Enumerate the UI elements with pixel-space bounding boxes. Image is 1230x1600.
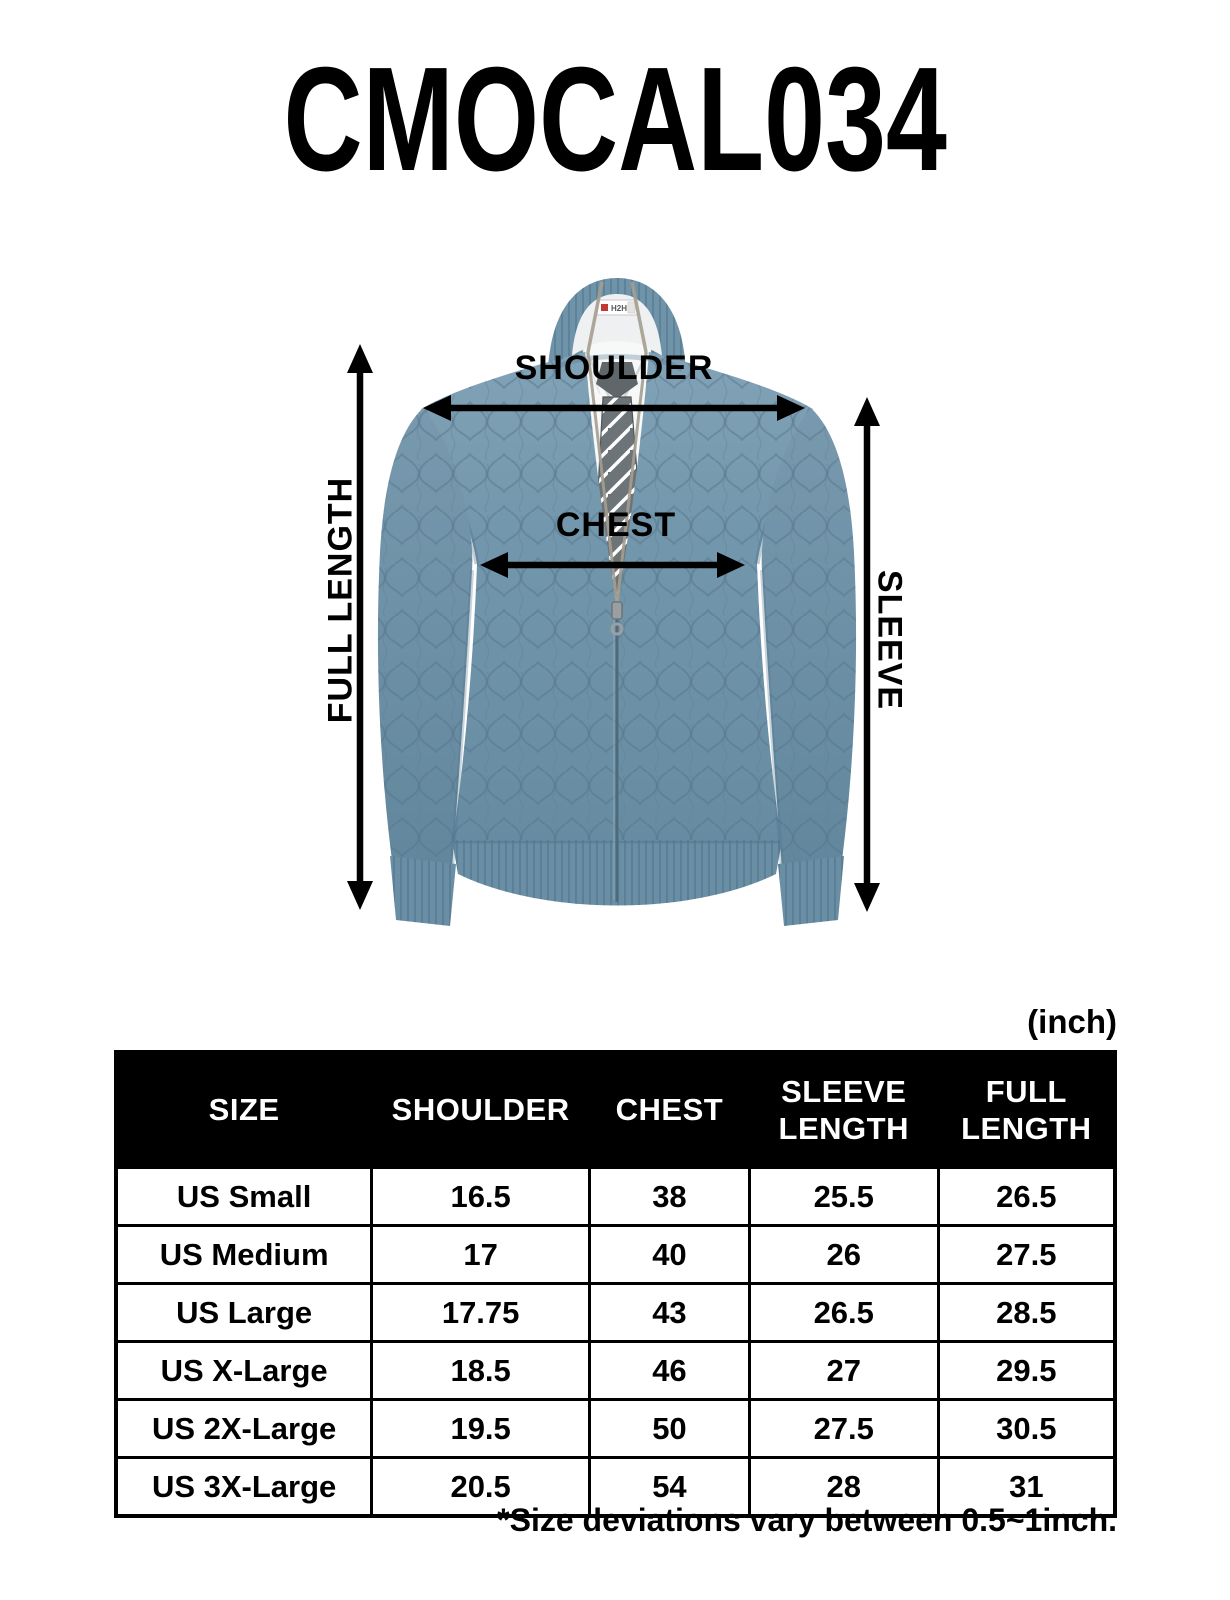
column-header-shoulder: SHOULDER (370, 1050, 592, 1169)
sleeve-arrow (854, 397, 880, 912)
full-length-cell: 26.5 (936, 1166, 1117, 1227)
chest-cell: 40 (588, 1224, 751, 1285)
shoulder-cell: 16.5 (370, 1166, 592, 1227)
cuff-ribbing (390, 856, 844, 926)
chest-cell: 43 (588, 1282, 751, 1343)
sleeve-measure-label: SLEEVE (870, 569, 909, 711)
table-row: US 3X-Large 20.5 54 28 31 (114, 1456, 1117, 1518)
zipper-pull (610, 601, 624, 636)
table-row: US Large 17.75 43 26.5 28.5 (114, 1282, 1117, 1343)
shoulder-cell: 17 (370, 1224, 592, 1285)
measurement-diagram: H2H (321, 278, 909, 926)
shoulder-cell: 18.5 (370, 1340, 592, 1401)
brand-text: H2H (611, 304, 627, 313)
page-title: CMOCAL034 (0, 46, 1230, 194)
chest-cell: 46 (588, 1340, 751, 1401)
full-length-measure-label: FULL LENGTH (321, 476, 360, 724)
measurement-arrows (347, 344, 880, 912)
full-length-cell: 30.5 (936, 1398, 1117, 1459)
full-length-cell: 29.5 (936, 1340, 1117, 1401)
table-row: US Medium 17 40 26 27.5 (114, 1224, 1117, 1285)
chest-cell: 50 (588, 1398, 751, 1459)
shoulder-measure-label: SHOULDER (514, 349, 714, 387)
sleeve-length-cell: 27 (747, 1340, 940, 1401)
size-table: SIZE SHOULDER CHEST SLEEVE LENGTH FULL L… (114, 1050, 1117, 1518)
shirt-collar-label: H2H (596, 299, 638, 316)
table-row: US 2X-Large 19.5 50 27.5 30.5 (114, 1398, 1117, 1459)
size-cell: US Large (114, 1282, 374, 1343)
collar (548, 278, 686, 374)
table-row: US X-Large 18.5 46 27 29.5 (114, 1340, 1117, 1401)
chest-measure-label: CHEST (555, 506, 677, 544)
sleeves (377, 408, 857, 926)
column-header-sleeve-length: SLEEVE LENGTH (747, 1050, 940, 1169)
sleeve-length-cell: 27.5 (747, 1398, 940, 1459)
unit-label: (inch) (1027, 1003, 1117, 1040)
size-cell: US X-Large (114, 1340, 374, 1401)
column-header-chest: CHEST (588, 1050, 751, 1169)
sleeve-length-cell: 26.5 (747, 1282, 940, 1343)
product-code: CMOCAL034 (283, 37, 947, 202)
brand-logo-mark (601, 304, 608, 311)
table-row: US Small 16.5 38 25.5 26.5 (114, 1166, 1117, 1227)
sleeve-length-cell: 25.5 (747, 1166, 940, 1227)
shoulder-cell: 17.75 (370, 1282, 592, 1343)
column-header-size: SIZE (114, 1050, 374, 1169)
full-length-cell: 27.5 (936, 1224, 1117, 1285)
chest-cell: 54 (588, 1456, 751, 1518)
size-cell: US 2X-Large (114, 1398, 374, 1459)
chest-cell: 38 (588, 1166, 751, 1227)
full-length-cell: 28.5 (936, 1282, 1117, 1343)
size-deviation-footnote: *Size deviations vary between 0.5~1inch. (497, 1502, 1117, 1538)
header-row: SIZE SHOULDER CHEST SLEEVE LENGTH FULL L… (114, 1050, 1117, 1169)
sweater-illustration: H2H (347, 278, 880, 926)
shoulder-cell: 19.5 (370, 1398, 592, 1459)
size-table-body: US Small 16.5 38 25.5 26.5 US Medium 17 … (114, 1166, 1117, 1518)
chest-arrow (480, 552, 745, 578)
size-cell: US Medium (114, 1224, 374, 1285)
full-length-arrow (347, 344, 373, 910)
size-cell: US Small (114, 1166, 374, 1227)
full-length-cell: 31 (936, 1456, 1117, 1518)
shoulder-arrow (423, 395, 805, 421)
shoulder-cell: 20.5 (370, 1456, 592, 1518)
column-header-full-length: FULL LENGTH (936, 1050, 1117, 1169)
sweater-body (420, 352, 814, 844)
size-cell: US 3X-Large (114, 1456, 374, 1518)
sleeve-length-cell: 26 (747, 1224, 940, 1285)
size-table-header: SIZE SHOULDER CHEST SLEEVE LENGTH FULL L… (114, 1050, 1117, 1169)
sleeve-length-cell: 28 (747, 1456, 940, 1518)
